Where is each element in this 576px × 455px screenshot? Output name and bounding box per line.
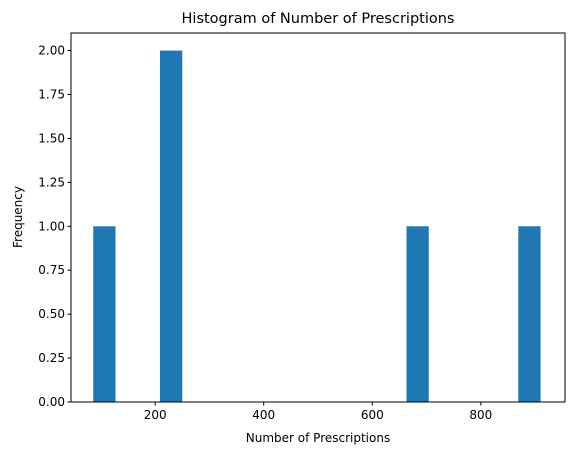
histogram-bar-1 [160, 50, 183, 402]
y-tick-label: 1.75 [38, 88, 65, 102]
y-tick-label: 0.75 [38, 263, 65, 277]
y-tick-label: 2.00 [38, 44, 65, 58]
y-tick-label: 0.25 [38, 351, 65, 365]
y-tick-label: 1.50 [38, 131, 65, 145]
y-tick-label: 0.00 [38, 395, 65, 409]
x-tick-label: 400 [252, 408, 275, 422]
histogram-bar-3 [518, 226, 541, 402]
plot-frame [70, 32, 566, 403]
y-axis-ticks: 0.00 0.25 0.50 0.75 1.00 1.25 1.50 1.75 2.00 [38, 44, 71, 409]
y-axis-label: Frequency [11, 186, 25, 248]
histogram-bar-0 [93, 226, 116, 402]
histogram-bar-2 [406, 226, 429, 402]
y-tick-label: 0.50 [38, 307, 65, 321]
bars-layer [93, 50, 541, 402]
y-tick-label: 1.00 [38, 219, 65, 233]
x-tick-label: 800 [469, 408, 492, 422]
x-axis-ticks: 200 400 600 800 [144, 402, 492, 422]
x-axis-label: Number of Prescriptions [246, 431, 390, 445]
y-tick-label: 1.25 [38, 175, 65, 189]
x-tick-label: 200 [144, 408, 167, 422]
chart-title: Histogram of Number of Prescriptions [182, 11, 455, 27]
x-tick-label: 600 [361, 408, 384, 422]
